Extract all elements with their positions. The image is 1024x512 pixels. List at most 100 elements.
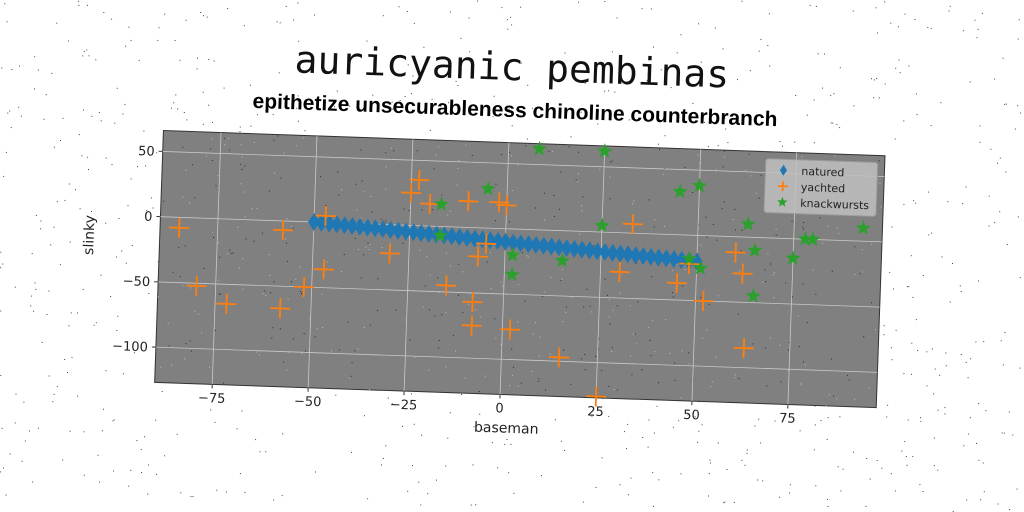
series-natured — [308, 213, 703, 271]
natured-point — [491, 231, 504, 250]
yachted-point — [725, 242, 746, 263]
natured-point — [622, 245, 634, 264]
yachted-point — [270, 298, 291, 319]
grid-line-x — [403, 139, 414, 392]
natured-point — [315, 213, 328, 232]
natured-point — [522, 235, 535, 254]
knackwursts-point — [672, 183, 688, 199]
y-tick-label: 50 — [138, 144, 155, 160]
grid-line-x — [307, 135, 318, 388]
grid-line-x — [211, 132, 222, 385]
yachted-point — [609, 261, 630, 282]
natured-point — [354, 217, 366, 236]
knackwursts-point — [747, 242, 763, 258]
y-axis-label: slinky — [81, 215, 98, 255]
yachted-point — [216, 293, 237, 314]
natured-point — [560, 239, 573, 258]
natured-point — [445, 227, 458, 246]
x-tick-label: 25 — [587, 405, 604, 421]
natured-point — [606, 243, 619, 262]
natured-point — [507, 233, 519, 252]
yachted-point — [186, 275, 207, 296]
natured-point — [599, 243, 611, 262]
natured-point — [545, 237, 558, 256]
grid-line-y — [158, 281, 880, 308]
natured-point — [629, 246, 642, 265]
natured-point — [400, 222, 412, 241]
knackwursts-point — [745, 288, 761, 303]
natured-point — [614, 244, 627, 263]
knackwursts-point — [480, 180, 496, 196]
legend-marker-yachted — [777, 181, 788, 192]
knackwursts-point — [505, 247, 521, 262]
x-axis-label: baseman — [474, 420, 539, 438]
natured-point — [583, 241, 596, 260]
yachted-point — [666, 273, 687, 294]
knackwursts-point — [432, 227, 448, 243]
yachted-point — [315, 205, 336, 226]
yachted-point — [436, 275, 457, 296]
natured-point — [384, 220, 397, 239]
knackwursts-point — [433, 196, 450, 211]
yachted-point — [461, 315, 482, 336]
knackwursts-point — [740, 216, 756, 231]
knackwursts-point — [554, 252, 571, 268]
knackwursts-point — [504, 266, 520, 282]
natured-point — [652, 248, 665, 267]
knackwursts-point — [692, 260, 709, 275]
yachted-point — [467, 246, 489, 267]
natured-point — [338, 216, 351, 235]
yachted-point — [313, 259, 334, 280]
yachted-point — [496, 195, 517, 216]
yachted-point — [169, 217, 190, 238]
chart-subtitle: epithetize unsecurableness chinoline cou… — [252, 90, 778, 131]
legend-entry-knackwursts: knackwursts — [777, 196, 870, 212]
natured-point — [369, 219, 382, 238]
natured-point — [377, 220, 389, 239]
natured-point — [415, 224, 428, 243]
yachted-point — [419, 193, 440, 214]
knackwursts-point — [797, 231, 813, 246]
natured-point — [453, 228, 466, 247]
knackwursts-point — [855, 220, 871, 235]
data-marks — [169, 140, 871, 407]
natured-point — [645, 247, 657, 266]
yachted-point — [693, 290, 714, 311]
natured-point — [484, 231, 496, 250]
legend-marker-natured — [779, 164, 788, 176]
knackwursts-point — [531, 140, 548, 156]
grid-line-x — [691, 149, 702, 402]
y-tick-label: −100 — [112, 339, 148, 355]
chart-title: auricyanic pembinas — [294, 37, 730, 96]
legend-label-natured: natured — [801, 165, 844, 179]
legend-entry-yachted: yachted — [777, 181, 846, 196]
y-tick-label: 0 — [144, 210, 153, 225]
knackwursts-point — [785, 250, 801, 265]
yachted-point — [500, 319, 521, 340]
x-tick-label: 0 — [495, 401, 504, 416]
yachted-point — [732, 263, 753, 284]
yachted-point — [458, 191, 479, 212]
grid-line-x — [499, 142, 510, 395]
grid-line-y — [160, 216, 883, 243]
natured-point — [361, 218, 374, 237]
legend-label-yachted: yachted — [801, 181, 846, 196]
y-tick-label: −50 — [122, 274, 150, 290]
knackwursts-point — [594, 217, 610, 233]
natured-point — [323, 214, 336, 233]
natured-point — [422, 224, 435, 243]
natured-point — [576, 240, 588, 259]
yachted-point — [379, 243, 400, 264]
yachted-point — [548, 347, 570, 368]
natured-point — [407, 223, 420, 242]
yachted-point — [476, 233, 497, 254]
yachted-point — [733, 338, 754, 359]
natured-point — [308, 213, 320, 232]
grid-line-y — [162, 151, 885, 178]
plot-area: −75 −50 −25 0 25 50 75 50 0 −50 −100 natured yachte… — [81, 130, 886, 438]
natured-point — [346, 216, 359, 235]
legend-box — [763, 158, 879, 217]
natured-point — [637, 247, 650, 265]
